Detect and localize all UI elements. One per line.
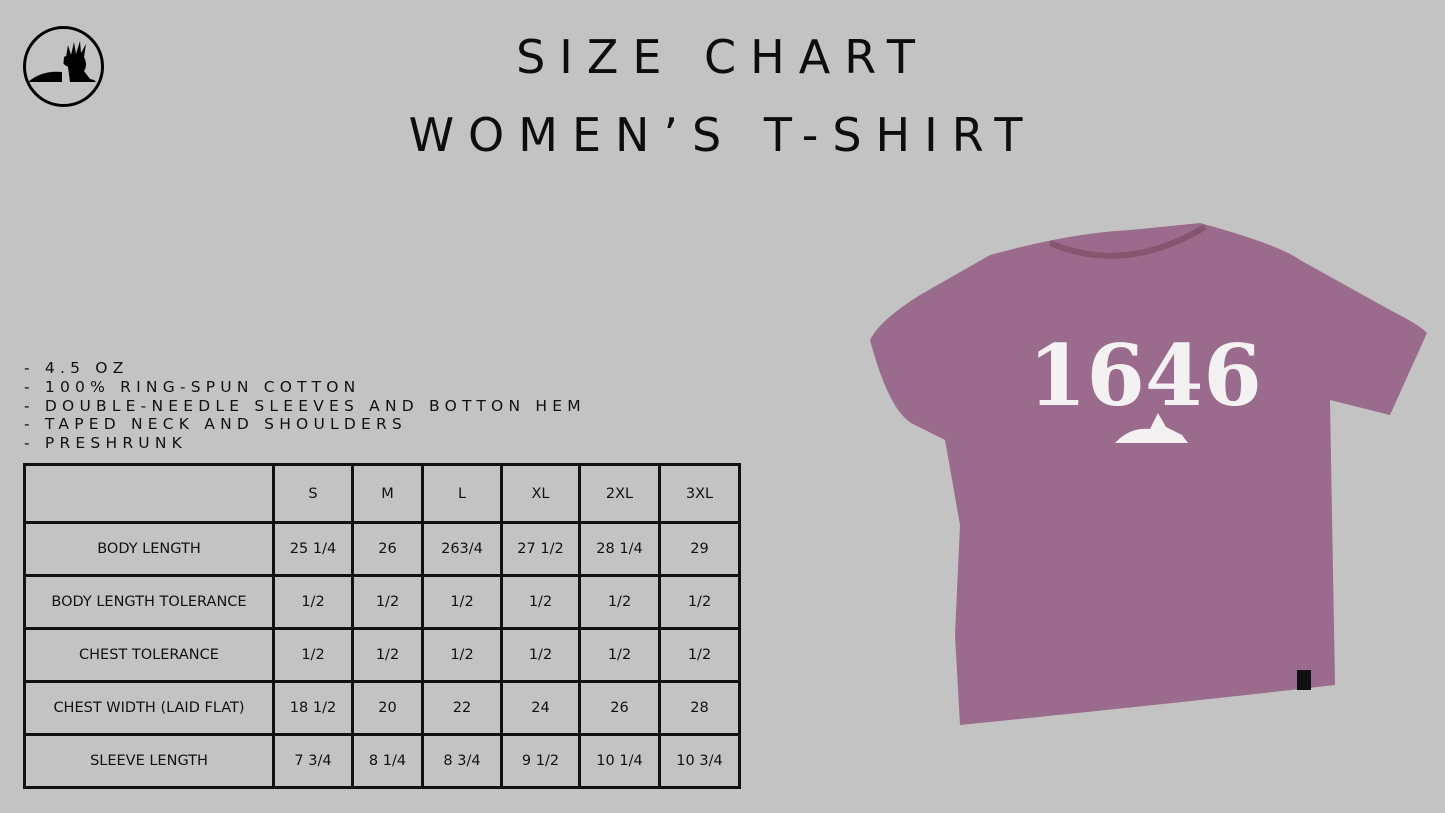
row-label: CHEST TOLERANCE — [23, 627, 275, 683]
feature-list: - 4.5 OZ - 100% RING-SPUN COTTON - DOUBL… — [24, 359, 586, 453]
table-cell: 1/2 — [351, 574, 424, 630]
row-label: BODY LENGTH TOLERANCE — [23, 574, 275, 630]
table-cell: 26 — [578, 680, 661, 736]
table-cell: 25 1/4 — [272, 521, 354, 577]
row-label: CHEST WIDTH (LAID FLAT) — [23, 680, 275, 736]
table-header-row: S M L XL 2XL 3XL — [23, 463, 741, 524]
table-row: CHEST TOLERANCE 1/2 1/2 1/2 1/2 1/2 1/2 — [23, 627, 741, 683]
header-cell — [23, 463, 275, 524]
feature-item: - DOUBLE-NEEDLE SLEEVES AND BOTTON HEM — [24, 396, 586, 415]
header-cell: L — [421, 463, 503, 524]
header-cell: M — [351, 463, 424, 524]
table-cell: 263/4 — [421, 521, 503, 577]
table-cell: 28 — [658, 680, 741, 736]
table-cell: 9 1/2 — [500, 733, 581, 789]
header-cell: 2XL — [578, 463, 661, 524]
table-cell: 27 1/2 — [500, 521, 581, 577]
table-cell: 1/2 — [421, 627, 503, 683]
header-cell: 3XL — [658, 463, 741, 524]
tshirt-body — [870, 223, 1427, 725]
table-cell: 1/2 — [500, 627, 581, 683]
table-cell: 10 3/4 — [658, 733, 741, 789]
brand-logo-icon — [23, 26, 104, 107]
table-cell: 28 1/4 — [578, 521, 661, 577]
table-cell: 20 — [351, 680, 424, 736]
page-subtitle: WOMEN’S T-SHIRT — [408, 108, 1037, 162]
size-table: S M L XL 2XL 3XL BODY LENGTH 25 1/4 26 263/… — [23, 463, 741, 789]
table-cell: 26 — [351, 521, 424, 577]
table-cell: 1/2 — [578, 627, 661, 683]
table-cell: 1/2 — [272, 574, 354, 630]
feature-item: - TAPED NECK AND SHOULDERS — [24, 415, 407, 434]
table-cell: 29 — [658, 521, 741, 577]
feature-item: - PRESHRUNK — [24, 434, 187, 453]
shirt-print-logo-icon — [1115, 413, 1188, 443]
table-cell: 24 — [500, 680, 581, 736]
table-cell: 7 3/4 — [272, 733, 354, 789]
table-cell: 18 1/2 — [272, 680, 354, 736]
feature-item: - 4.5 OZ — [24, 359, 129, 377]
table-cell: 8 1/4 — [351, 733, 424, 789]
tshirt-image: 1646 — [870, 223, 1427, 725]
table-cell: 8 3/4 — [421, 733, 503, 789]
table-cell: 22 — [421, 680, 503, 736]
table-cell: 10 1/4 — [578, 733, 661, 789]
feature-item: - 100% RING-SPUN COTTON — [24, 377, 361, 396]
table-cell: 1/2 — [658, 627, 741, 683]
table-row: BODY LENGTH 25 1/4 26 263/4 27 1/2 28 1/4 29 — [23, 521, 741, 577]
shirt-print-text: 1646 — [1028, 326, 1262, 425]
hem-tag-icon — [1297, 670, 1311, 690]
row-label: BODY LENGTH — [23, 521, 275, 577]
table-cell: 1/2 — [578, 574, 661, 630]
table-cell: 1/2 — [421, 574, 503, 630]
header-cell: S — [272, 463, 354, 524]
table-cell: 1/2 — [500, 574, 581, 630]
table-cell: 1/2 — [351, 627, 424, 683]
table-row: BODY LENGTH TOLERANCE 1/2 1/2 1/2 1/2 1/2 1/2 — [23, 574, 741, 630]
row-label: SLEEVE LENGTH — [23, 733, 275, 789]
table-cell: 1/2 — [658, 574, 741, 630]
table-cell: 1/2 — [272, 627, 354, 683]
page-title: SIZE CHART — [516, 30, 929, 84]
table-row: CHEST WIDTH (LAID FLAT) 18 1/2 20 22 24 26 28 — [23, 680, 741, 736]
table-row: SLEEVE LENGTH 7 3/4 8 1/4 8 3/4 9 1/2 10 1/4 1… — [23, 733, 741, 789]
header-cell: XL — [500, 463, 581, 524]
